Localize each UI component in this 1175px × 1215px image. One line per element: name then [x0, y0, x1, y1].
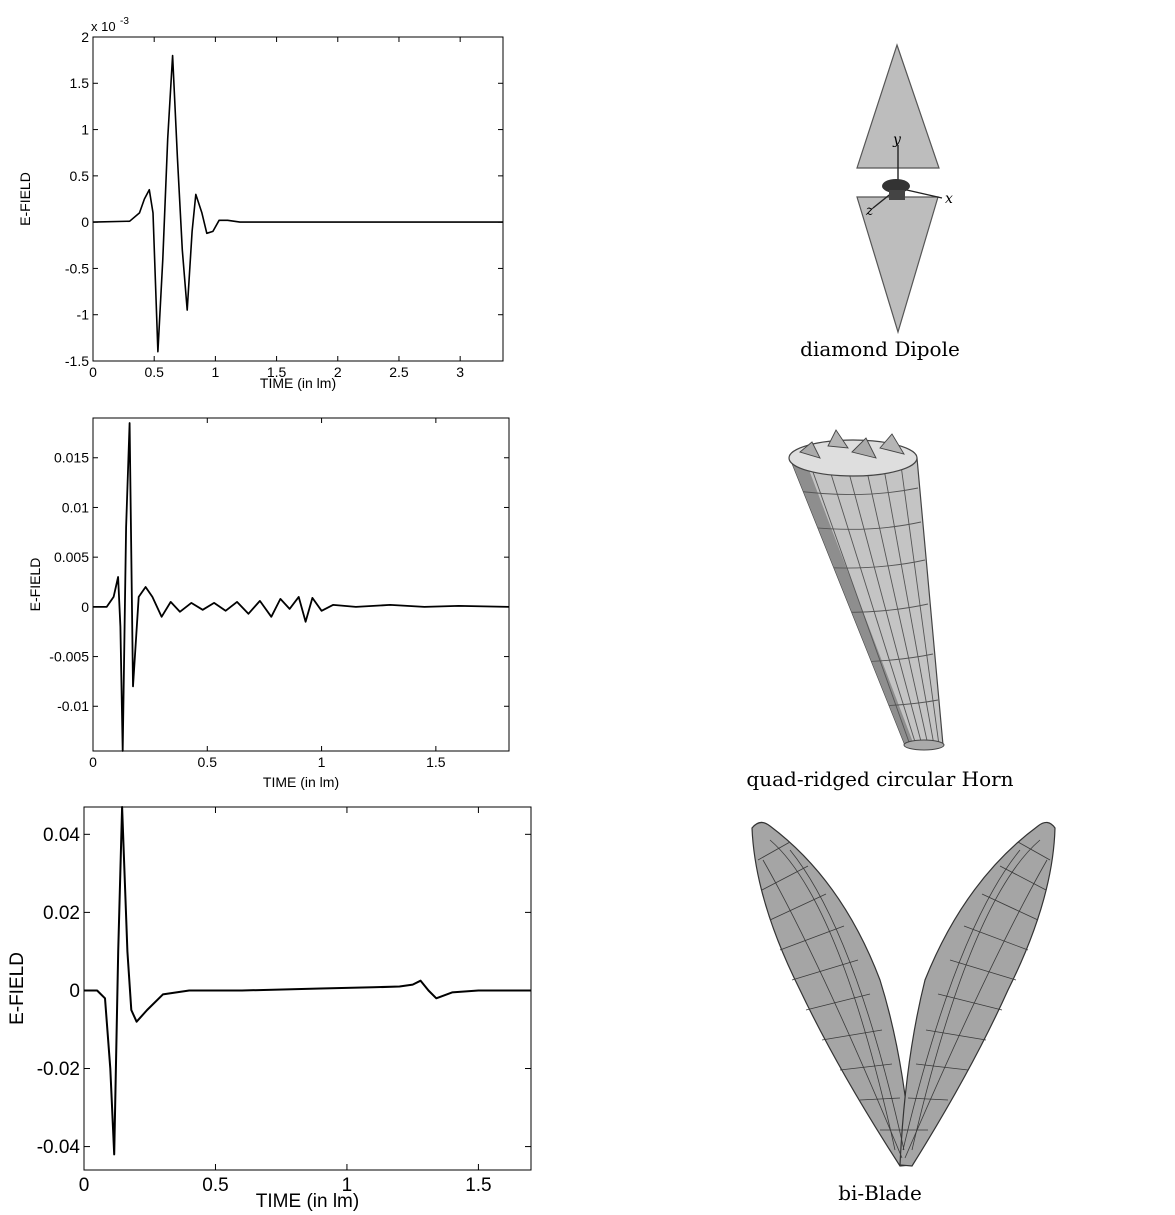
x-tick-label: 0.5 — [202, 1175, 228, 1196]
horn-shadow — [790, 458, 914, 745]
blade-right — [899, 821, 1056, 1167]
x-tick-label: 0 — [89, 364, 97, 380]
horn-drawing — [788, 429, 945, 751]
chart-biblade-efield: 0 0.5 1 1.5 -0.04 -0.02 0 0.02 0.04 TIME (in lm) E… — [7, 806, 532, 1212]
plot-frame — [92, 36, 504, 362]
y-tick-label: 0.01 — [62, 499, 89, 515]
x-tick-label: 0 — [89, 754, 97, 770]
y-axis-label: E-FIELD — [17, 172, 33, 226]
blade-left — [751, 821, 913, 1167]
y-axis-letter: y — [892, 132, 902, 148]
y-tick-label: 0 — [69, 981, 80, 1002]
y-exponent-label: x 10 — [91, 19, 116, 34]
chart-diamond-dipole-efield: 0 0.5 1 1.5 2 2.5 3-1.5-1-0.500.511.52x 10 -3TI… — [17, 16, 504, 391]
y-axis-label: E-FIELD — [27, 558, 43, 612]
x-axis-label: TIME (in lm) — [260, 375, 336, 391]
diamond-dipole-drawing: y x z — [856, 43, 953, 335]
y-tick-label: 0.005 — [54, 549, 89, 565]
y-tick-label: -0.005 — [49, 648, 89, 664]
x-tick-label: 0.5 — [198, 754, 218, 770]
y-tick-label: 1 — [81, 121, 89, 137]
y-tick-label: -1 — [77, 307, 90, 323]
x-axis-label: TIME (in lm) — [263, 774, 339, 790]
y-tick-label: -1.5 — [65, 353, 89, 369]
y-tick-label: -0.04 — [37, 1137, 81, 1158]
x-axis-letter: x — [945, 191, 953, 207]
x-tick-label: 1.5 — [426, 754, 446, 770]
x-tick-label: 1.5 — [465, 1175, 491, 1196]
x-tick-label: 0.5 — [144, 364, 164, 380]
x-tick-label: 1 — [318, 754, 326, 770]
x-tick-label: 0 — [79, 1175, 90, 1196]
y-tick-label: 1.5 — [70, 75, 90, 91]
x-axis-label: TIME (in lm) — [256, 1191, 359, 1212]
y-tick-label: 0.04 — [43, 825, 80, 846]
y-axis-label: E-FIELD — [7, 952, 28, 1025]
y-exponent-power: -3 — [120, 16, 129, 27]
efield-series-line — [84, 806, 531, 1156]
y-tick-label: 0.02 — [43, 903, 80, 924]
x-tick-label: 1.5 — [267, 364, 287, 380]
dipole-feed — [882, 179, 910, 193]
z-axis-letter: z — [865, 203, 874, 219]
caption-horn: quad-ridged circular Horn — [746, 767, 1013, 791]
x-tick-label: 2.5 — [389, 364, 409, 380]
x-tick-label: 1 — [211, 364, 219, 380]
efield-series-line — [93, 422, 510, 752]
x-tick-label: 3 — [456, 364, 464, 380]
biblade-drawing — [751, 821, 1056, 1167]
efield-series-line — [92, 54, 503, 353]
y-tick-label: -0.01 — [57, 698, 89, 714]
caption-diamond-dipole: diamond Dipole — [800, 337, 960, 361]
caption-biblade: bi-Blade — [838, 1181, 922, 1205]
y-tick-label: -0.5 — [65, 260, 89, 276]
y-tick-label: 0.5 — [70, 168, 90, 184]
x-tick-label: 1 — [342, 1175, 353, 1196]
plot-frame — [92, 417, 510, 752]
y-tick-label: 2 — [81, 29, 89, 45]
chart-horn-efield: 0 0.5 1 1.5 -0.01 -0.005 0 0.005 0.01 0.015 TIME (… — [27, 417, 510, 790]
dipole-feed-block — [889, 190, 905, 200]
x-tick-label: 2 — [334, 364, 342, 380]
y-tick-label: -0.02 — [37, 1059, 80, 1080]
y-tick-label: 0 — [81, 214, 89, 230]
y-tick-label: 0 — [81, 599, 89, 615]
y-tick-label: 0.015 — [54, 450, 89, 466]
blade-mesh — [757, 839, 1051, 1159]
plot-frame — [83, 806, 532, 1171]
